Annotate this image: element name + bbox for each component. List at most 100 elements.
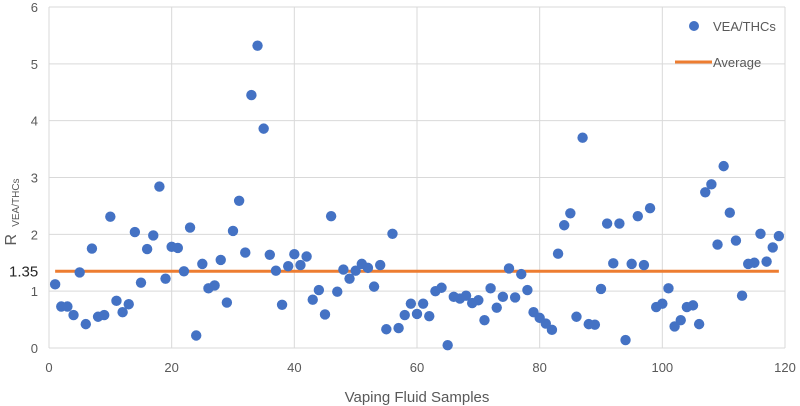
data-point bbox=[509, 292, 521, 303]
data-point bbox=[276, 299, 288, 311]
data-point bbox=[565, 208, 576, 219]
x-tick-label: 40 bbox=[287, 360, 301, 375]
data-point bbox=[577, 132, 588, 143]
data-point bbox=[197, 258, 208, 270]
data-point bbox=[736, 290, 748, 301]
data-point bbox=[712, 239, 723, 250]
data-point bbox=[473, 295, 484, 306]
data-point bbox=[80, 318, 92, 330]
y-tick-label: 2 bbox=[31, 227, 38, 242]
data-point bbox=[595, 283, 607, 295]
data-point bbox=[755, 228, 766, 239]
data-point bbox=[767, 242, 778, 253]
data-point bbox=[559, 220, 570, 231]
data-point bbox=[546, 324, 558, 336]
data-point bbox=[332, 286, 343, 297]
y-tick-label: 3 bbox=[31, 171, 38, 186]
data-point bbox=[663, 283, 674, 294]
y-tick-label: 4 bbox=[31, 114, 38, 129]
data-point bbox=[325, 210, 337, 222]
data-point bbox=[700, 187, 711, 198]
y-axis-ticks: 0 1 2 3 4 5 6 bbox=[31, 0, 38, 356]
data-point bbox=[614, 218, 625, 229]
data-point bbox=[270, 265, 282, 276]
y-tick-label: 6 bbox=[31, 0, 38, 15]
data-point bbox=[264, 249, 275, 260]
data-point bbox=[375, 259, 386, 271]
data-point bbox=[626, 258, 637, 270]
data-point bbox=[338, 264, 349, 275]
y-tick-label: 5 bbox=[31, 57, 38, 72]
data-point bbox=[411, 308, 423, 320]
data-point bbox=[503, 263, 515, 274]
data-point bbox=[571, 311, 582, 322]
y-axis-title-subscript: VEA/THCs bbox=[11, 178, 22, 226]
data-point bbox=[227, 225, 239, 237]
data-point bbox=[258, 123, 269, 134]
data-point bbox=[417, 298, 429, 309]
x-axis-ticks: 0 20 40 60 80 100 120 bbox=[45, 360, 795, 375]
average-value-label: 1.35 bbox=[9, 263, 38, 280]
data-point bbox=[601, 218, 613, 229]
data-point bbox=[693, 318, 705, 330]
y-tick-label: 1 bbox=[31, 284, 38, 299]
legend: VEA/THCs Average bbox=[675, 19, 776, 70]
data-point bbox=[252, 40, 263, 51]
data-point bbox=[221, 297, 233, 308]
y-axis-title: R VEA/THCs bbox=[3, 178, 22, 245]
data-point bbox=[730, 235, 742, 246]
data-point bbox=[99, 309, 110, 321]
data-point bbox=[246, 89, 257, 101]
data-point bbox=[552, 248, 564, 259]
data-point bbox=[638, 259, 650, 271]
data-point bbox=[209, 280, 220, 291]
legend-label-scatter: VEA/THCs bbox=[713, 19, 776, 34]
data-point bbox=[49, 279, 61, 290]
x-tick-label: 20 bbox=[164, 360, 178, 375]
data-point bbox=[74, 267, 85, 278]
data-point bbox=[178, 266, 190, 277]
data-point bbox=[289, 249, 300, 260]
data-point bbox=[68, 309, 79, 321]
data-point bbox=[362, 262, 374, 274]
data-point bbox=[485, 283, 496, 294]
data-point bbox=[111, 295, 122, 307]
data-point bbox=[105, 211, 116, 222]
data-point bbox=[724, 207, 735, 218]
svg-text:R VEA/THCs: R VEA/THCs bbox=[3, 178, 22, 245]
data-point bbox=[491, 302, 502, 313]
data-point bbox=[657, 298, 668, 309]
data-point bbox=[184, 222, 196, 233]
data-point bbox=[706, 179, 717, 190]
data-point bbox=[687, 300, 699, 311]
data-point bbox=[350, 265, 361, 276]
data-point bbox=[773, 230, 785, 242]
data-point bbox=[319, 309, 331, 320]
data-point bbox=[644, 202, 656, 214]
data-point bbox=[129, 226, 141, 238]
x-tick-label: 120 bbox=[774, 360, 796, 375]
grid-lines bbox=[48, 6, 786, 349]
data-point bbox=[135, 277, 147, 288]
data-point bbox=[381, 324, 392, 335]
x-axis-title: Vaping Fluid Samples bbox=[345, 389, 490, 406]
data-point bbox=[172, 242, 183, 254]
data-point bbox=[215, 254, 226, 266]
data-point bbox=[344, 273, 355, 284]
x-tick-label: 100 bbox=[651, 360, 673, 375]
data-point bbox=[117, 306, 128, 318]
data-point bbox=[191, 330, 202, 341]
data-point bbox=[86, 243, 98, 254]
data-point bbox=[368, 281, 380, 292]
data-point bbox=[301, 251, 312, 262]
data-point bbox=[675, 314, 686, 326]
data-point bbox=[718, 160, 729, 172]
y-axis-title-main: R bbox=[3, 234, 20, 246]
data-point bbox=[522, 284, 533, 296]
data-point bbox=[620, 334, 631, 346]
data-point bbox=[479, 314, 490, 326]
data-point bbox=[141, 243, 153, 255]
data-point bbox=[516, 268, 527, 280]
data-point bbox=[589, 319, 601, 330]
